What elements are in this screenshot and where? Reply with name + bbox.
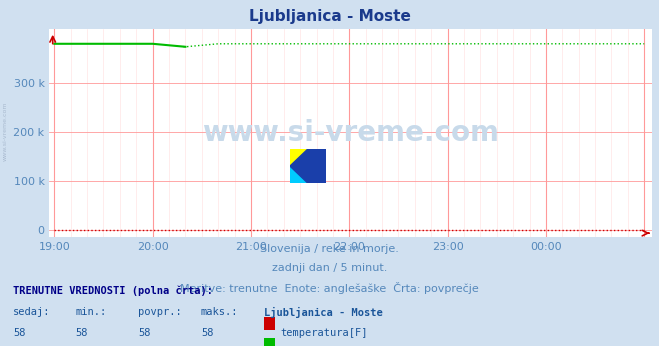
Text: www.si-vreme.com: www.si-vreme.com [3,102,8,161]
Text: 58: 58 [138,328,151,338]
Text: Slovenija / reke in morje.: Slovenija / reke in morje. [260,244,399,254]
Text: sedaj:: sedaj: [13,307,51,317]
Text: Ljubljanica - Moste: Ljubljanica - Moste [248,9,411,24]
Polygon shape [290,149,326,183]
Text: min.:: min.: [76,307,107,317]
Text: 58: 58 [13,328,26,338]
Text: TRENUTNE VREDNOSTI (polna črta):: TRENUTNE VREDNOSTI (polna črta): [13,285,213,296]
Bar [290,149,308,166]
Text: Ljubljanica - Moste: Ljubljanica - Moste [264,307,382,318]
Text: zadnji dan / 5 minut.: zadnji dan / 5 minut. [272,263,387,273]
Text: 58: 58 [201,328,214,338]
Text: temperatura[F]: temperatura[F] [280,328,368,338]
Polygon shape [290,166,308,183]
Text: www.si-vreme.com: www.si-vreme.com [202,119,500,147]
Text: 58: 58 [76,328,88,338]
Text: maks.:: maks.: [201,307,239,317]
Text: Meritve: trenutne  Enote: anglešaške  Črta: povprečje: Meritve: trenutne Enote: anglešaške Črta… [180,282,479,294]
Text: povpr.:: povpr.: [138,307,182,317]
